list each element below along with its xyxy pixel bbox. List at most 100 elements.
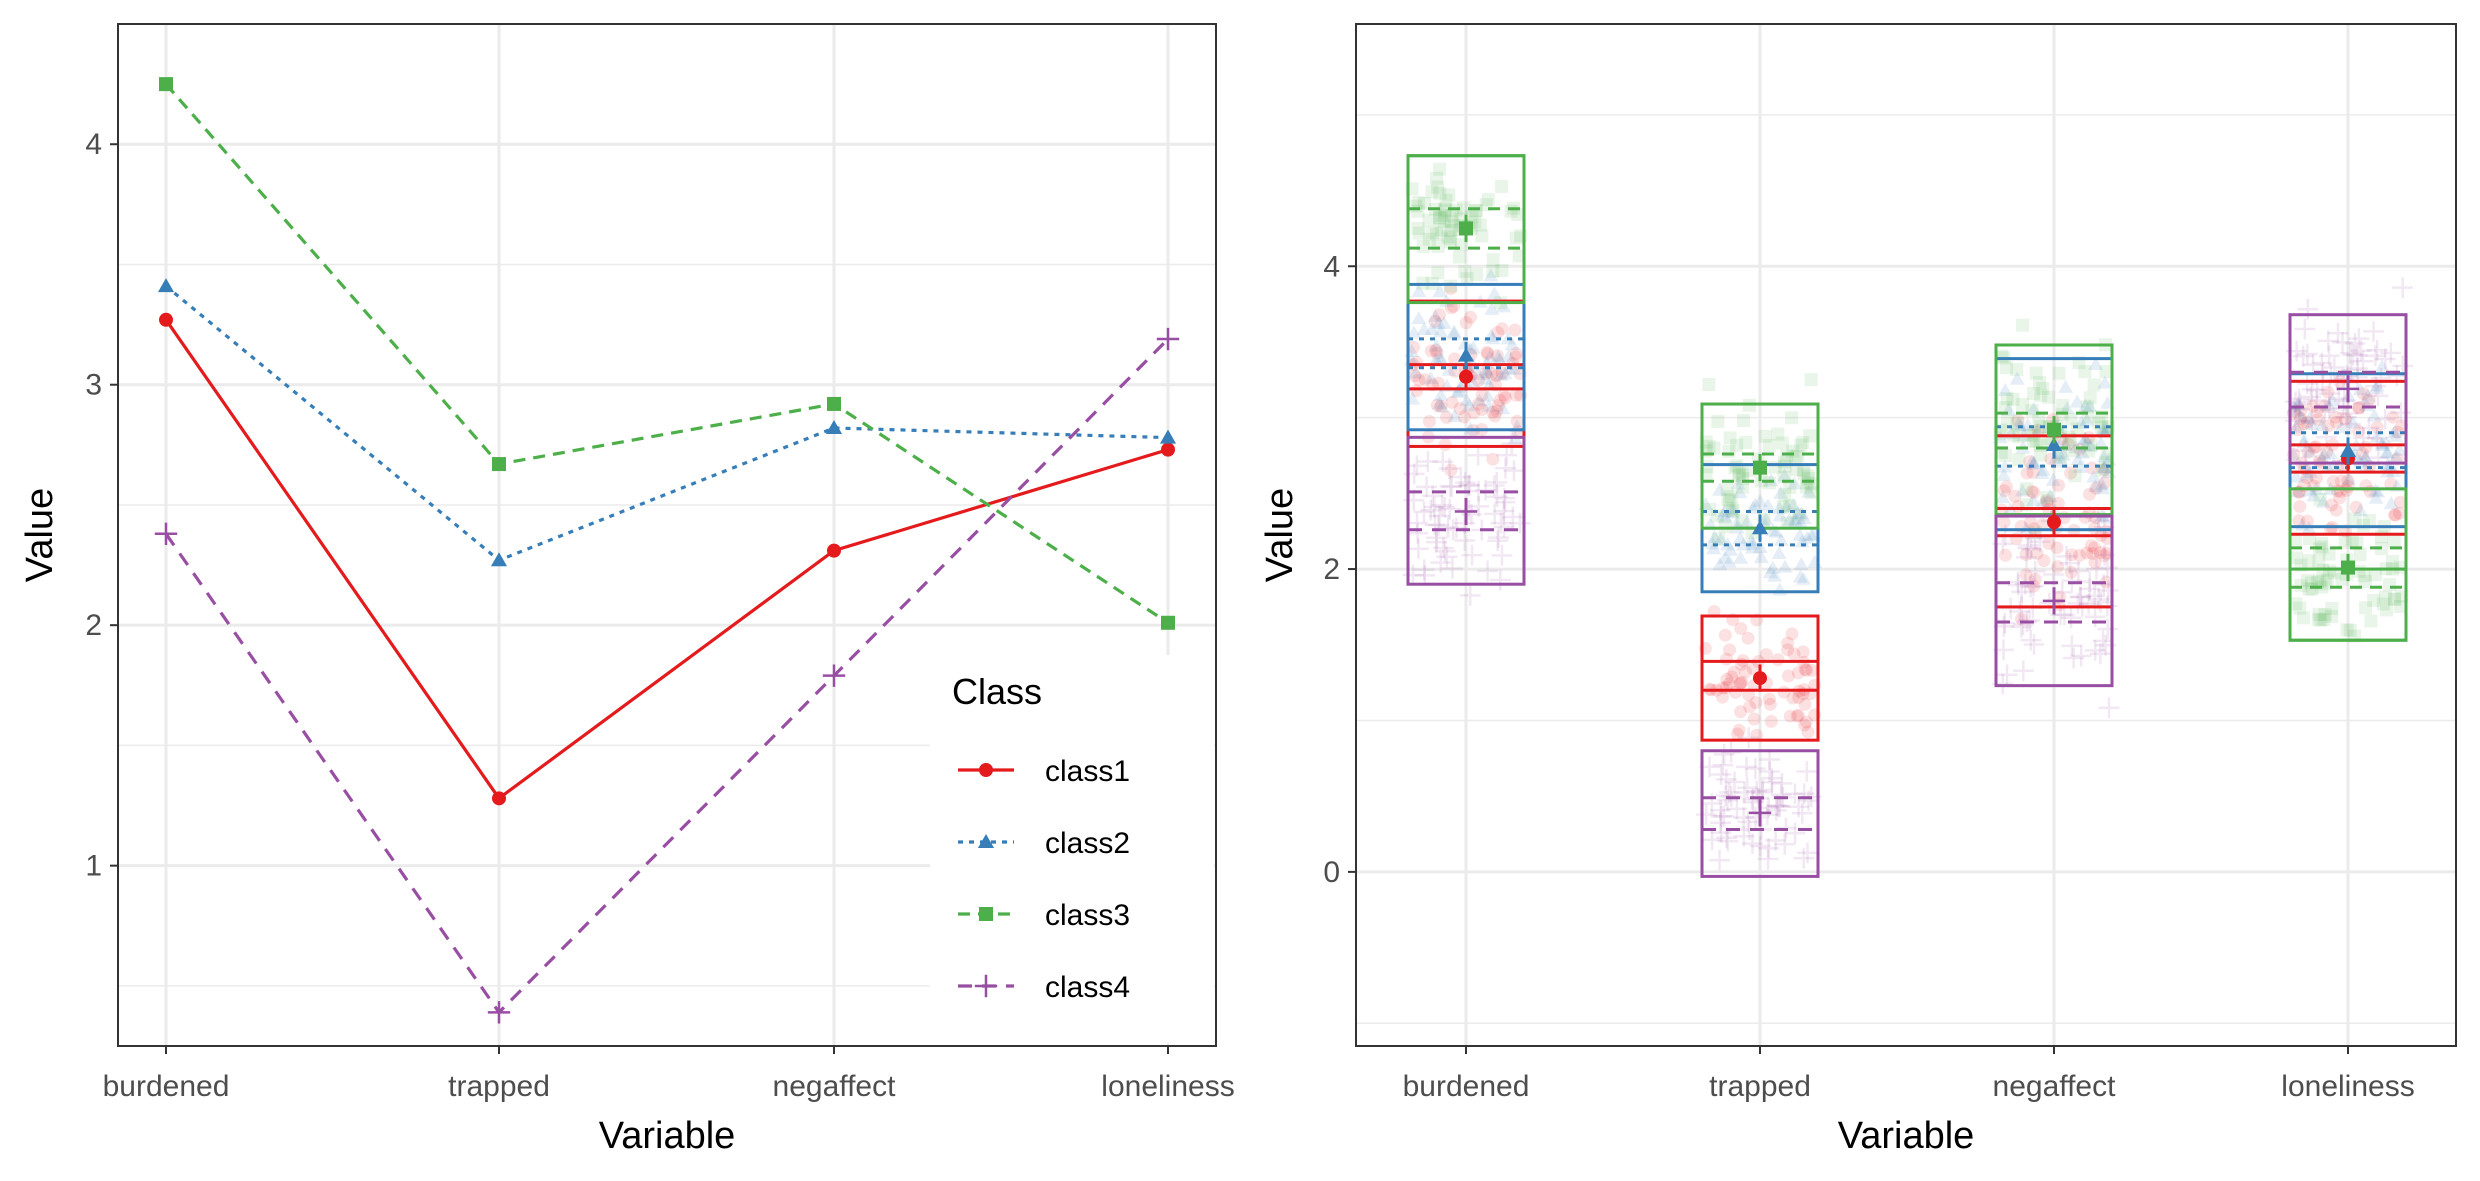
left-y-tick-label: 4: [85, 128, 102, 161]
class2-mean-point: [2045, 436, 2063, 451]
legend-class3-label: class3: [1045, 899, 1130, 932]
class2-jitter-point: [2097, 421, 2113, 435]
class2-jitter-point: [2077, 430, 2093, 444]
class3-jitter-point: [2348, 512, 2362, 526]
class1-line: [164, 318, 1169, 801]
class3-jitter-point: [1785, 411, 1799, 425]
class2-jitter-point: [2094, 477, 2110, 491]
class3-jitter-point: [1458, 264, 1472, 278]
class4-jitter-point: [2063, 647, 2085, 669]
class3-jitter-point: [2025, 403, 2039, 417]
class2-jitter-point: [1996, 467, 2012, 481]
class1-jitter-point: [1743, 700, 1757, 714]
left-y-axis-title: Value: [19, 488, 61, 582]
class3-jitter-point: [2363, 514, 2377, 528]
class1-jitter-point: [1412, 373, 1426, 387]
class3-box: [2288, 487, 2408, 642]
class2-jitter-point: [1424, 321, 1440, 335]
class2-jitter-point: [1732, 530, 1748, 544]
class3-jitter-point: [2293, 601, 2307, 615]
class1-jitter-point: [2352, 400, 2366, 414]
class3-jitter-point: [1778, 488, 1792, 502]
class2-jitter-point: [2068, 440, 2084, 454]
class3-jitter-point: [1702, 378, 1716, 392]
class3-jitter-point: [1775, 436, 1789, 450]
class3-box: [1406, 154, 1526, 305]
class1-jitter-point: [2019, 568, 2033, 582]
class2-jitter-point: [1735, 537, 1751, 551]
class3-jitter-point: [1721, 492, 1735, 506]
class2-jitter-point: [1432, 284, 1448, 298]
class1-jitter-point: [1434, 399, 1448, 413]
class1-jitter-point: [1727, 665, 1741, 679]
class4-jitter-point: [1738, 727, 1760, 749]
class1-jitter-point: [2084, 539, 2098, 553]
class3-jitter-point: [2357, 569, 2371, 583]
class3-jitter-point: [2020, 482, 2034, 496]
class2-jitter-point: [2366, 408, 2382, 422]
class2-jitter-point: [1716, 507, 1731, 521]
class4-jitter-point: [1494, 491, 1516, 513]
class1-jitter-point: [2321, 385, 2335, 399]
class1-jitter-point: [2387, 508, 2401, 522]
class1-jitter-point: [1495, 366, 1509, 380]
class2-jitter-point: [1786, 476, 1802, 490]
class2-jitter-point: [1752, 493, 1768, 508]
class2-jitter-point: [2097, 375, 2113, 389]
class3-jitter-point: [1803, 429, 1817, 443]
class2-jitter-point: [2333, 420, 2349, 434]
class1-jitter-point: [1481, 347, 1495, 361]
class2-jitter-point: [1793, 515, 1809, 529]
class2-jitter-point: [1752, 539, 1768, 554]
class2-jitter-point: [2316, 447, 2332, 461]
class1-jitter-point: [1723, 643, 1737, 657]
class4-jitter-point: [1717, 789, 1738, 811]
class2-jitter-point: [2290, 483, 2306, 498]
class3-jitter-point: [2350, 536, 2364, 550]
class3-jitter-point: [2388, 592, 2402, 606]
class2-jitter-point: [1760, 498, 1776, 512]
class3-jitter-point: [2387, 592, 2401, 606]
left-x-tick-label: negaffect: [773, 1070, 897, 1103]
class3-jitter-point: [1444, 235, 1458, 249]
class3-jitter-point: [1452, 250, 1466, 264]
class1-jitter-point: [1510, 414, 1524, 428]
class4-jitter-point: [1502, 506, 1524, 528]
class3-jitter-point: [2040, 491, 2054, 505]
class2-jitter-point: [1408, 365, 1424, 379]
class4-jitter-point: [1765, 829, 1786, 851]
class3-jitter-point: [2322, 547, 2336, 561]
class4-jitter-point: [2365, 375, 2387, 397]
class4-jitter-point: [2390, 402, 2412, 424]
class3-jitter-point: [1758, 429, 1772, 443]
class1-jitter-point: [2293, 499, 2307, 513]
class3-jitter-point: [2367, 593, 2381, 607]
class1-jitter-point: [2051, 496, 2065, 510]
class4-jitter-point: [1503, 460, 1525, 482]
class1-jitter-point: [2390, 425, 2404, 439]
class3-jitter-point: [1711, 415, 1725, 429]
class3-jitter-point: [1460, 272, 1474, 286]
class2-jitter-point: [1768, 524, 1784, 538]
class1-jitter-point: [2393, 506, 2407, 520]
class4-jitter-point: [2364, 345, 2386, 367]
class2-jitter-point: [1782, 512, 1797, 526]
class3-jitter-point: [1737, 414, 1751, 428]
class1-jitter-point: [1475, 388, 1489, 402]
class1-jitter-point: [2089, 481, 2103, 495]
class3-jitter-point: [2094, 420, 2108, 434]
class3-jitter-point: [2324, 609, 2338, 623]
class3-jitter-point: [2290, 551, 2304, 565]
class4-jitter-point: [2332, 331, 2353, 353]
class1-mean-point: [1459, 369, 1473, 384]
class4-point: [154, 522, 178, 545]
class4-jitter-point: [2352, 350, 2374, 372]
class1-jitter-point: [1471, 373, 1485, 387]
class2-jitter-point: [1725, 505, 1741, 519]
class2-jitter-point: [2082, 398, 2098, 412]
class2-jitter-point: [2096, 449, 2112, 463]
class1-jitter-point: [1750, 728, 1764, 742]
class3-jitter-point: [2078, 365, 2092, 379]
class1-jitter-point: [1790, 709, 1804, 723]
class1-jitter-point: [1448, 352, 1462, 366]
